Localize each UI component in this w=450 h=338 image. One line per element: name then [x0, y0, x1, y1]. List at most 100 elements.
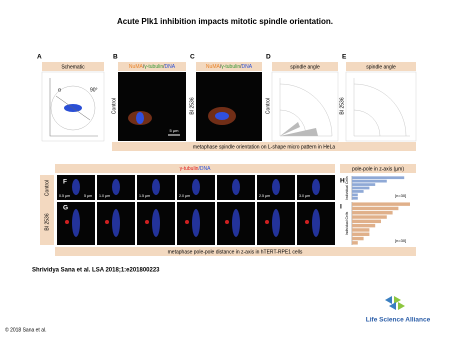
z-label: 3.0 μm [299, 194, 310, 198]
row-label: BI 2536 [339, 97, 345, 114]
header-part: / [240, 64, 242, 70]
header-strip [118, 62, 186, 71]
panel-letter: I [340, 204, 342, 211]
dna [272, 209, 280, 237]
z-label: 1.0 μm [99, 194, 110, 198]
pole [105, 220, 109, 224]
bar [352, 176, 405, 180]
polar-plot [345, 71, 417, 142]
dna [112, 179, 120, 195]
bottom-row: pole-pole in z-axis (µm) metaphase pole-… [32, 164, 416, 274]
bar [352, 179, 387, 183]
panel-letter: B [113, 54, 118, 61]
bar [352, 232, 370, 236]
header: pole-pole in z-axis (µm) [352, 166, 404, 172]
panel-letter: F [63, 179, 67, 186]
panel-letter: C [190, 54, 195, 61]
header-part: NuMA [206, 64, 221, 70]
dna [112, 209, 120, 237]
dna [232, 179, 240, 195]
dna [192, 209, 200, 237]
header-part: NuMA [129, 64, 144, 70]
header-part: / [220, 64, 222, 70]
l-pattern [49, 78, 98, 137]
bar [352, 236, 364, 241]
header: γ-tubulin/DNA [180, 166, 212, 172]
citation: Shrividya Sana et al. LSA 2018;1:e201800… [32, 268, 160, 274]
dna [272, 179, 280, 195]
n-label: [n=30] [395, 193, 406, 198]
header-part: DNA [165, 64, 176, 70]
dna [152, 209, 160, 237]
y-label: Individual Cells [345, 211, 349, 235]
row-strip [40, 175, 54, 245]
header-strip [272, 62, 338, 71]
header: NuMA/γ-tubulin/DNA [129, 64, 176, 70]
bar [352, 186, 370, 190]
bar [352, 241, 358, 245]
header: spindle angle [290, 64, 320, 70]
header: Schematic [61, 64, 85, 70]
bar [352, 206, 399, 211]
dna [72, 179, 80, 195]
dna [152, 179, 160, 195]
bar [352, 202, 410, 206]
header: NuMA/γ-tubulin/DNA [206, 64, 253, 70]
spindle-axis [55, 95, 91, 121]
caption: metaphase pole-pole distance in z-axis i… [168, 249, 303, 255]
header-part: γ-tubulin [180, 166, 199, 172]
header-part: / [143, 64, 145, 70]
cell-outline [50, 85, 96, 131]
row-label: Control [111, 98, 117, 114]
angle-wedge [280, 122, 318, 136]
header-part: γ-tubulin [144, 64, 163, 70]
bar [352, 215, 387, 219]
bar [352, 228, 370, 232]
dna [232, 209, 240, 237]
caption-band [112, 142, 416, 151]
z-label: 0.5 μm [59, 194, 70, 198]
y-label: Individual Cells [345, 176, 349, 200]
micrograph [118, 72, 186, 141]
panel-letter: A [37, 54, 42, 61]
caption: metaphase spindle orientation on L-shape… [193, 144, 336, 150]
panel-letter: G [63, 205, 68, 212]
panel-letter: H [340, 178, 345, 185]
logo-shape [398, 302, 405, 310]
n-label: [n=30] [395, 238, 406, 243]
header-part: DNA [242, 64, 253, 70]
pole [225, 220, 229, 224]
header-part: γ-tubulin [221, 64, 240, 70]
header-strip [340, 164, 416, 173]
header-strip [196, 62, 262, 71]
dna [215, 112, 229, 120]
logo-shape [394, 296, 401, 304]
header-part: / [163, 64, 165, 70]
header-strip [55, 164, 335, 173]
copyright: © 2018 Sana et al. [5, 326, 47, 333]
scale-label: 5 μm [170, 128, 180, 133]
bar [352, 190, 364, 193]
bar [352, 211, 393, 215]
bar [352, 183, 376, 186]
dna [136, 112, 144, 124]
z-label: 2.0 μm [179, 194, 190, 198]
polar-grid [353, 78, 410, 137]
logo-shape [385, 296, 392, 304]
pole [265, 220, 269, 224]
dna [72, 209, 80, 237]
caption-band [55, 247, 416, 256]
bar [352, 193, 358, 197]
logo: Life Science Alliance [366, 296, 431, 324]
pole [305, 220, 309, 224]
header-strip [346, 62, 416, 71]
header: spindle angle [366, 64, 396, 70]
logo-shape [389, 302, 396, 310]
bar [352, 223, 376, 228]
scale-label: 5 μm [84, 194, 92, 198]
pole [65, 220, 69, 224]
angle-label: α [58, 87, 61, 93]
header-part: /DNA [198, 166, 211, 172]
bar [352, 219, 381, 224]
panel-letter: D [266, 54, 271, 61]
